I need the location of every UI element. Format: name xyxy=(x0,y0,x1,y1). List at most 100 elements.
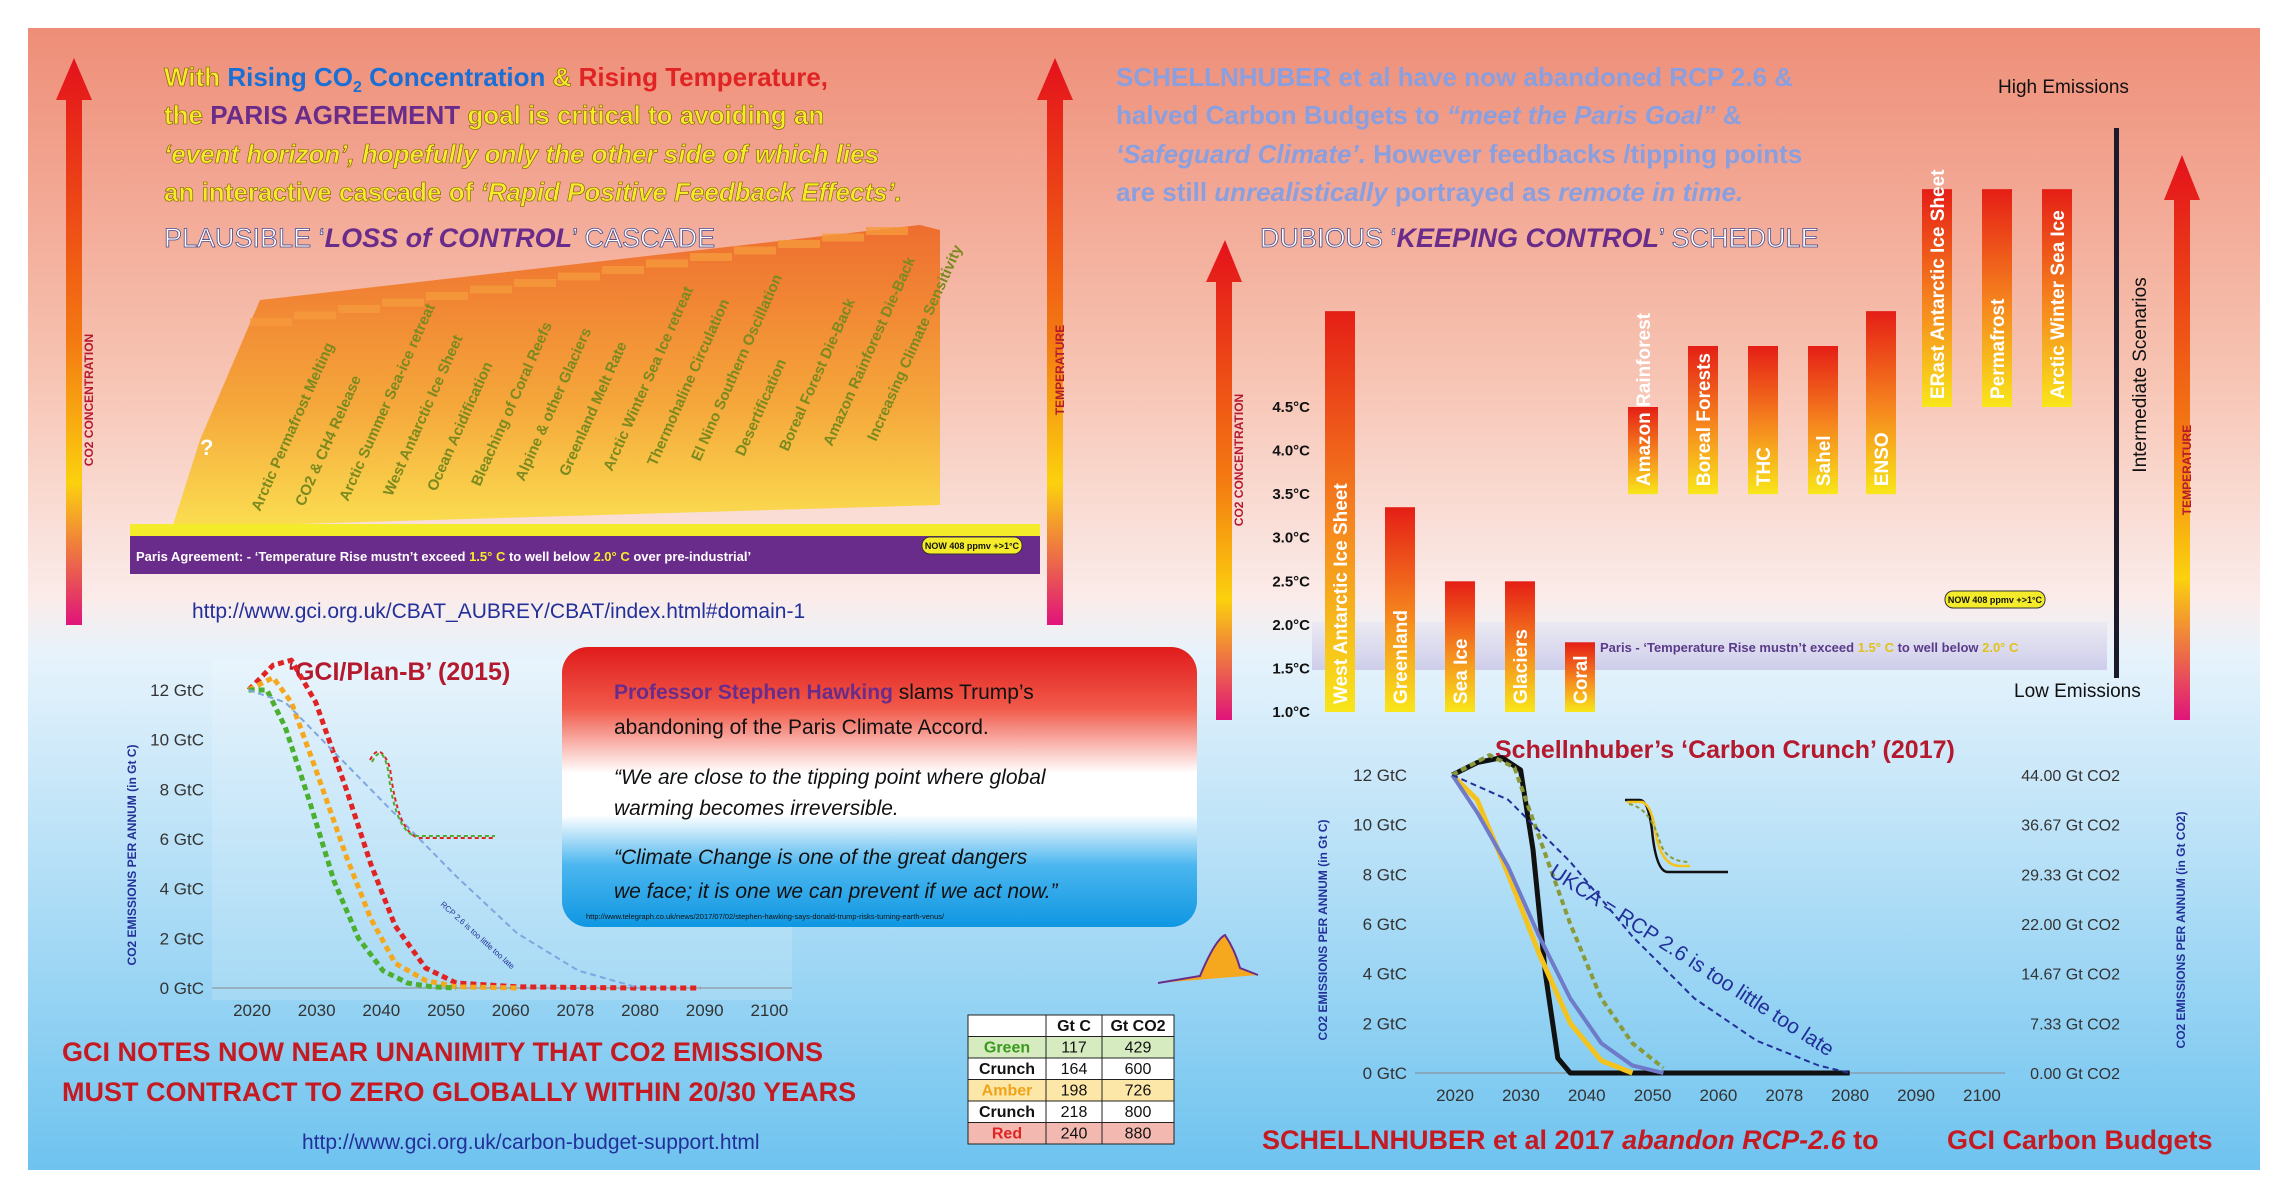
tipping-point-bar xyxy=(1628,407,1658,495)
temperature-arrow-right xyxy=(2164,155,2200,720)
co2-concentration-arrow-left xyxy=(56,58,92,625)
y-tick-label: 2 GtC xyxy=(160,929,204,948)
carbon-budget-support-url[interactable]: http://www.gci.org.uk/carbon-budget-supp… xyxy=(302,1131,760,1154)
emissions-series-line xyxy=(1450,773,1634,1076)
bar-ytick-label: 4.0°C xyxy=(1272,443,1310,460)
y-tick-label: 8 GtC xyxy=(160,780,204,799)
budget-table-value: 164 xyxy=(1061,1061,1088,1078)
cascade-step xyxy=(470,285,512,294)
budget-table-value: 880 xyxy=(1125,1126,1152,1143)
carbon-crunch-inset-dashed xyxy=(1628,803,1691,863)
cascade-step xyxy=(646,259,688,268)
hawking-quote1-line2: warming becomes irreversible. xyxy=(614,797,899,820)
headline-top-left-line4: an interactive cascade of ‘Rapid Positiv… xyxy=(164,177,902,207)
tipping-point-bar-label: ENSO xyxy=(1872,432,1893,486)
bar-ytick-label: 2.5°C xyxy=(1272,573,1310,590)
hawking-source-url[interactable]: http://www.telegraph.co.uk/news/2017/07/… xyxy=(586,912,945,921)
budget-table-header-cell xyxy=(967,1014,1047,1037)
tipping-point-bar-label: Coral xyxy=(1571,655,1592,704)
cascade-step xyxy=(778,240,820,248)
carbon-crunch-axes: 12 GtC 44.00 Gt CO2 10 GtC 36.67 Gt CO2 8 Gt… xyxy=(1353,766,2120,1105)
x-tick-label: 2020 xyxy=(233,1001,271,1020)
emissions-series-line xyxy=(1451,774,1850,1074)
budget-table-value: 429 xyxy=(1125,1040,1152,1057)
carbon-budget-table: Gt C Gt CO2 Green 117 429 Crunch 164 600 Amber 19… xyxy=(967,1014,1175,1145)
cascade-step xyxy=(866,227,908,235)
budget-table-value: 240 xyxy=(1061,1126,1088,1143)
cbat-url[interactable]: http://www.gci.org.uk/CBAT_AUBREY/CBAT/i… xyxy=(192,600,805,623)
cascade-step xyxy=(602,266,644,274)
temperature-label-right: TEMPERATURE xyxy=(2180,425,2194,515)
cascade-steps xyxy=(250,227,908,326)
temperature-arrow-left-panel xyxy=(1037,58,1073,625)
y-tick-label: 12 GtC xyxy=(150,681,204,700)
y-tick-label-right: 14.67 Gt CO2 xyxy=(2021,967,2120,984)
x-tick-label: 2100 xyxy=(750,1001,788,1020)
top-left-panel: CO2 CONCENTRATION TEMPERATURE With Risin… xyxy=(56,58,1073,625)
cascade-step xyxy=(514,279,556,287)
cascade-step xyxy=(734,246,776,255)
hawking-box-background xyxy=(562,647,1197,927)
emissions-series-line xyxy=(1450,773,1664,1075)
tipping-point-bar xyxy=(1982,189,2012,407)
x-tick-label: 2078 xyxy=(556,1001,594,1020)
hawking-quote2-line2: we face; it is one we can prevent if we … xyxy=(614,880,1059,903)
tipping-point-bar-label: ERast Antarctic Ice Sheet xyxy=(1928,169,1949,399)
y-tick-label: 10 GtC xyxy=(1353,816,1407,835)
carbon-crunch-ylabel-right: CO2 EMISSIONS PER ANNUM (in Gt CO2) xyxy=(2174,812,2188,1049)
tipping-point-bar xyxy=(1688,346,1718,495)
tipping-point-bar xyxy=(1505,581,1535,712)
tipping-point-bar xyxy=(1445,581,1475,712)
x-tick-label: 2080 xyxy=(1831,1086,1869,1105)
tipping-point-bar-label: Greenland xyxy=(1391,610,1412,704)
tipping-point-bar xyxy=(1748,346,1778,495)
bar-ytick-label: 4.5°C xyxy=(1272,399,1310,416)
budget-table-value: Amber xyxy=(982,1083,1033,1100)
hawking-quote2-line1: “Climate Change is one of the great dang… xyxy=(614,846,1028,869)
budget-table-value: 198 xyxy=(1061,1083,1088,1100)
schedule-subtitle: DUBIOUS ‘KEEPING CONTROL’ SCHEDULE xyxy=(1260,223,1819,253)
headline-top-left-line2: the PARIS AGREEMENT goal is critical to … xyxy=(164,100,824,130)
tipping-point-bar-label: Arctic Winter Sea Ice xyxy=(2048,210,2069,399)
tipping-point-bar xyxy=(1808,346,1838,495)
budget-table-value: Crunch xyxy=(979,1104,1035,1121)
low-emissions-label: Low Emissions xyxy=(2014,681,2141,702)
budget-table-cell xyxy=(1101,1122,1175,1145)
tipping-point-bar xyxy=(2042,189,2072,407)
plan-b-ylabel: CO2 EMISSIONS PER ANNUM (in Gt C) xyxy=(125,745,139,966)
carbon-crunch-series xyxy=(1450,753,1850,1076)
headline-top-left-line3: ‘event horizon’, hopefully only the othe… xyxy=(164,139,879,169)
cascade-question-mark: ? xyxy=(200,435,213,460)
tipping-point-bar xyxy=(1565,642,1595,712)
y-tick-label: 2 GtC xyxy=(1363,1014,1407,1033)
budget-table-value: Crunch xyxy=(979,1061,1035,1078)
x-tick-label: 2090 xyxy=(1897,1086,1935,1105)
cascade-shape xyxy=(160,225,940,528)
x-tick-label: 2080 xyxy=(621,1001,659,1020)
y-tick-label: 4 GtC xyxy=(160,880,204,899)
x-tick-label: 2078 xyxy=(1765,1086,1803,1105)
hawking-line1: Professor Stephen Hawking slams Trump’s xyxy=(614,681,1034,704)
y-tick-label: 6 GtC xyxy=(1363,915,1407,934)
tipping-point-bar xyxy=(1325,311,1355,712)
paris-agreement-text: Paris Agreement: - ‘Temperature Rise mus… xyxy=(136,549,751,564)
budget-table-value: 800 xyxy=(1125,1104,1152,1121)
cascade-subtitle: PLAUSIBLE ‘LOSS of CONTROL’ CASCADE xyxy=(164,223,715,253)
now-badge-left xyxy=(921,536,1023,555)
x-tick-label: 2060 xyxy=(1700,1086,1738,1105)
x-tick-label: 2030 xyxy=(298,1001,336,1020)
x-tick-label: 2060 xyxy=(492,1001,530,1020)
tipping-point-bar-label: Permafrost xyxy=(1988,298,2009,399)
y-tick-label: 8 GtC xyxy=(1363,865,1407,884)
carbon-crunch-inset-yellow xyxy=(1627,800,1690,868)
headline-top-right-line4: are still unrealistically portrayed as r… xyxy=(1116,177,1743,207)
paris-agreement-band xyxy=(130,536,1040,574)
budget-table-value: 600 xyxy=(1125,1061,1152,1078)
gci-notes: GCI NOTES NOW NEAR UNANIMITY THAT CO2 EM… xyxy=(62,1037,856,1154)
top-right-panel: SCHELLNHUBER et al have now abandoned RC… xyxy=(1116,62,2200,721)
budget-table-value: Green xyxy=(984,1040,1030,1057)
tipping-point-bar xyxy=(1922,189,1952,407)
now-badge-right-text: NOW 408 ppmv +>1°C xyxy=(1948,595,2043,605)
